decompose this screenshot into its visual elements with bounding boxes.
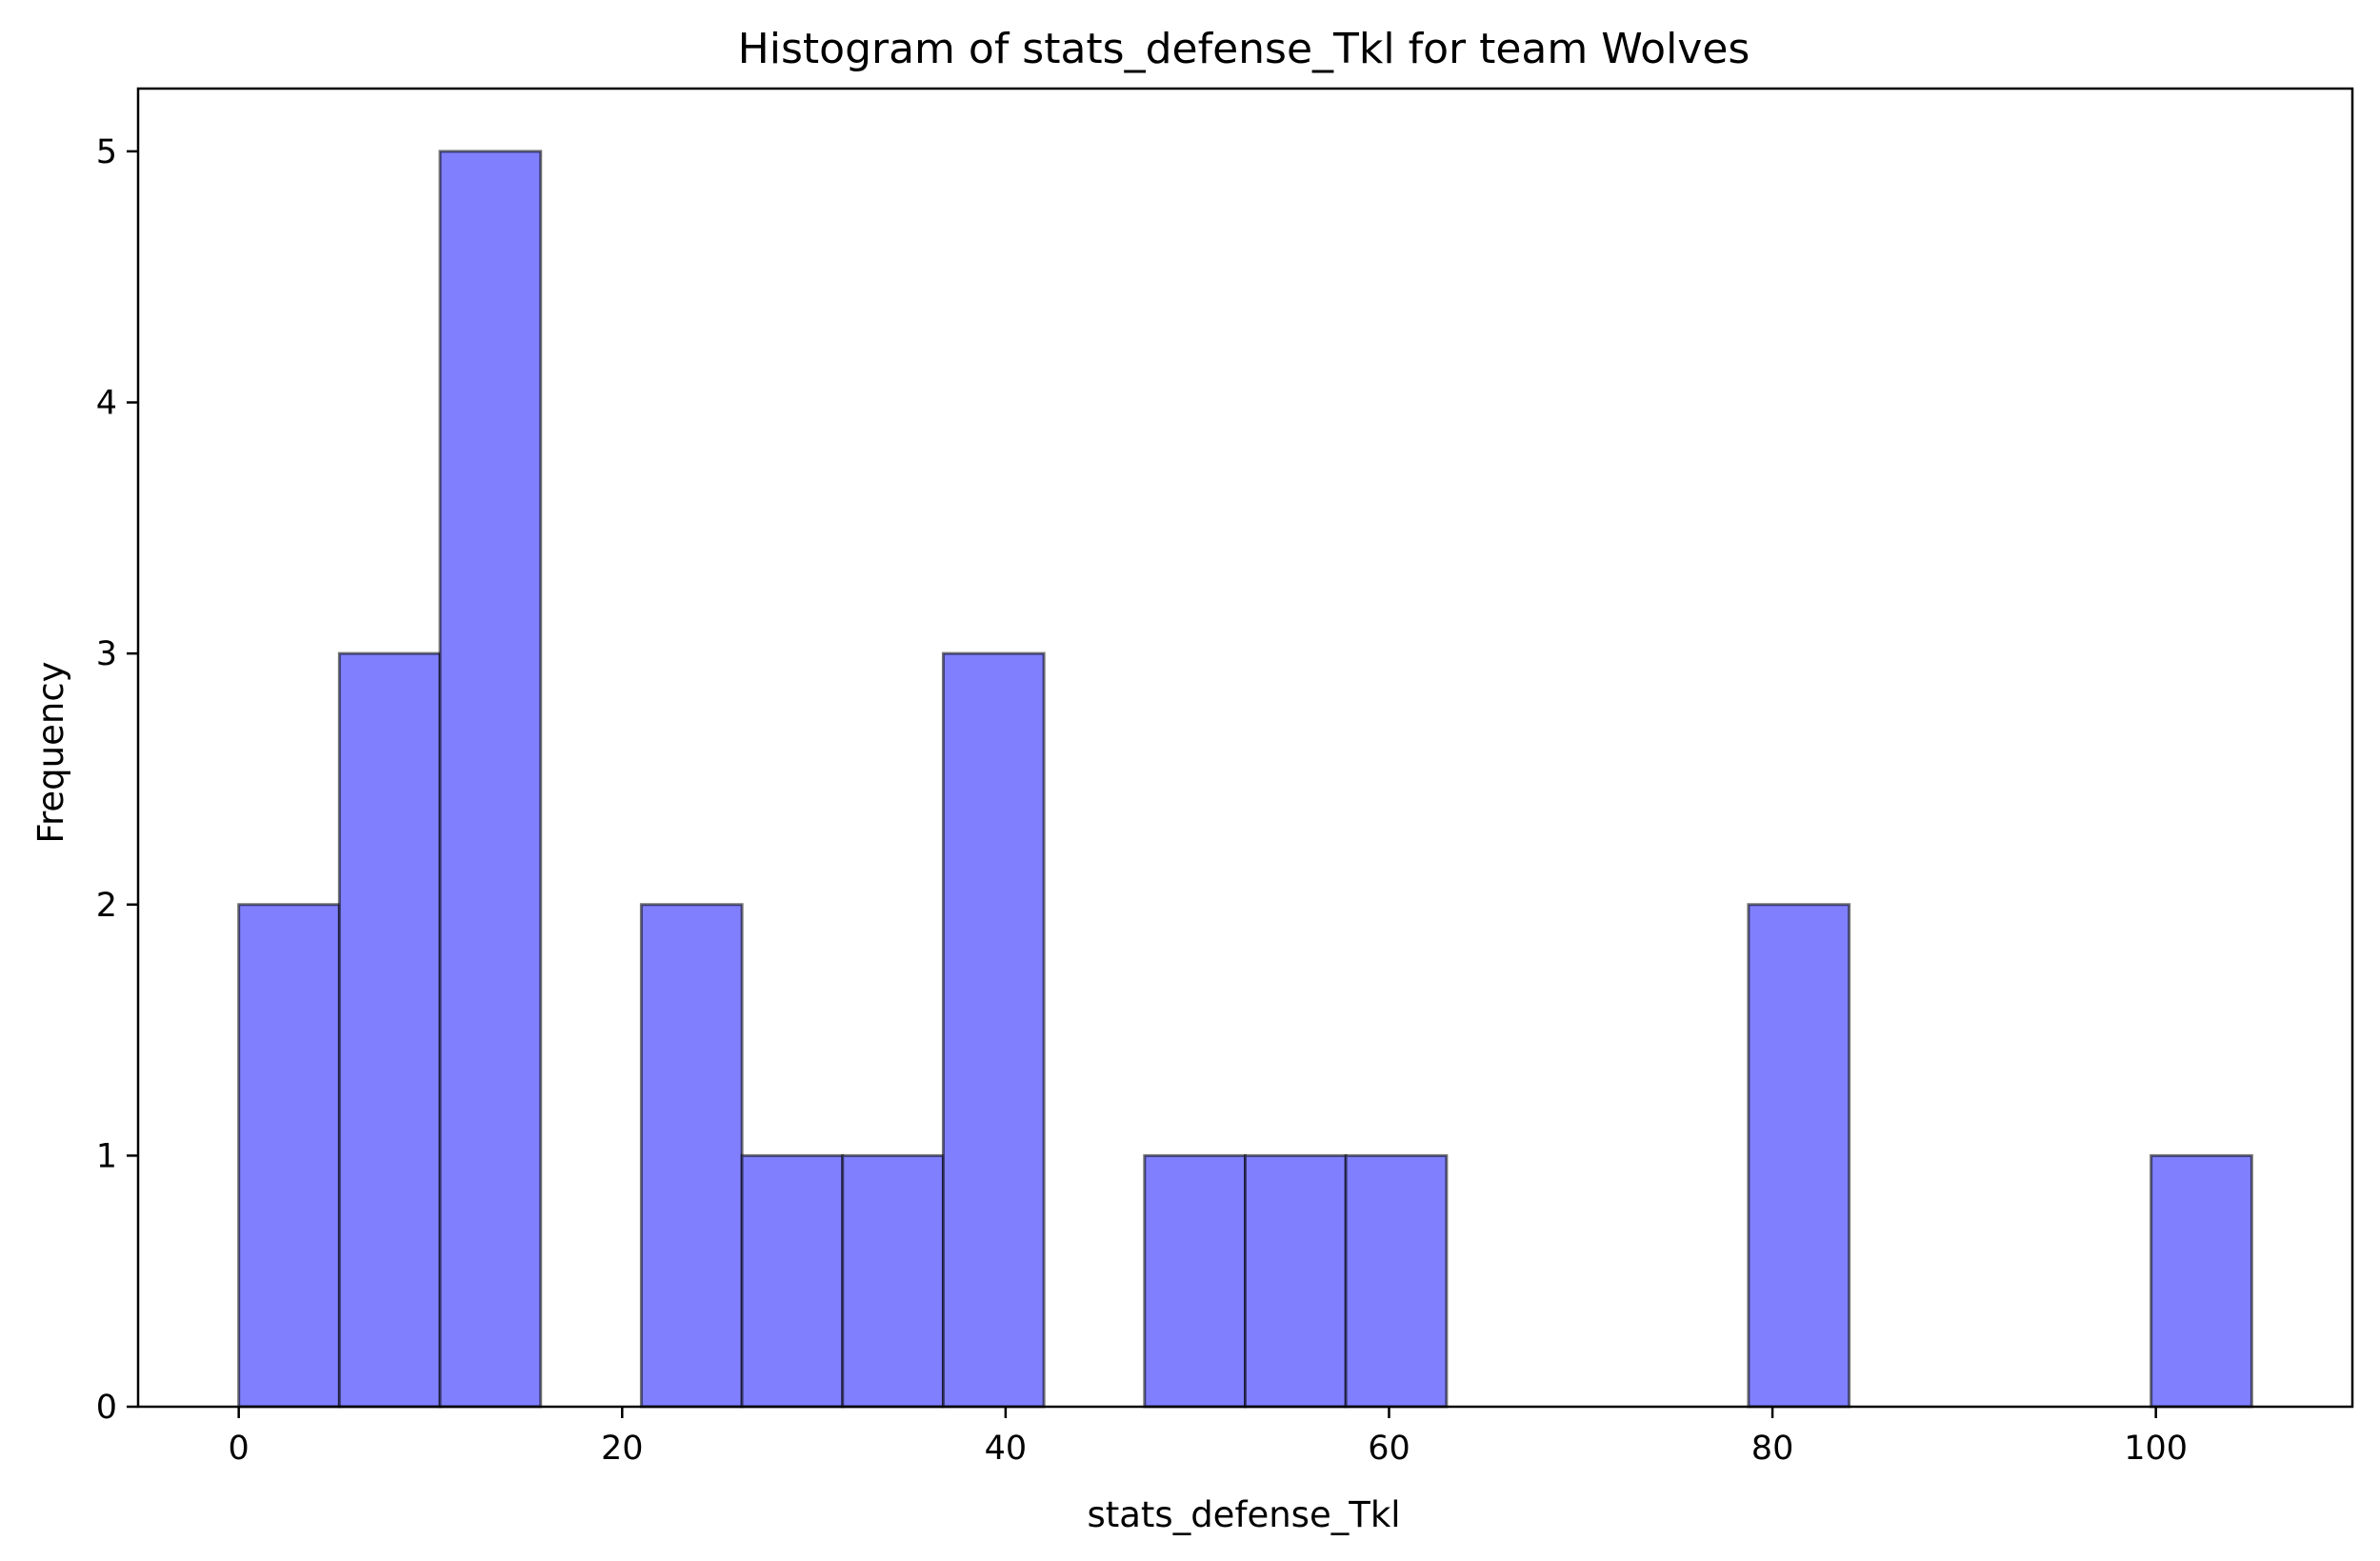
histogram-bar <box>1143 1153 1248 1409</box>
histogram-bar <box>237 903 341 1409</box>
histogram-bar <box>337 651 442 1409</box>
chart-title: Histogram of stats_defense_Tkl for team … <box>738 25 1750 73</box>
x-tick-label: 40 <box>985 1430 1028 1468</box>
histogram-bar <box>438 150 543 1409</box>
y-tick-label: 5 <box>96 133 117 171</box>
y-tick-label: 1 <box>96 1137 117 1175</box>
histogram-bar <box>740 1153 845 1409</box>
histogram-bar <box>941 651 1046 1409</box>
y-tick-label: 0 <box>96 1389 117 1427</box>
x-axis-label: stats_defense_Tkl <box>1087 1494 1400 1535</box>
x-tick-label: 100 <box>2124 1430 2188 1468</box>
plot-frame <box>136 87 2354 1409</box>
histogram-bar <box>841 1153 945 1409</box>
bars-group <box>237 150 2253 1409</box>
x-tick-label: 80 <box>1751 1430 1794 1468</box>
histogram-bar <box>1747 903 1851 1409</box>
histogram-bar <box>1244 1153 1348 1409</box>
x-tick-label: 0 <box>229 1430 250 1468</box>
x-tick-label: 20 <box>601 1430 644 1468</box>
y-ticks-group: 0 1 2 3 4 5 <box>96 133 138 1427</box>
y-tick-label: 4 <box>96 385 117 423</box>
y-tick-label: 3 <box>96 635 117 673</box>
y-tick-label: 2 <box>96 887 117 925</box>
histogram-bar <box>639 903 744 1409</box>
x-ticks-group: 0 20 40 60 80 100 <box>229 1407 2188 1468</box>
x-tick-label: 60 <box>1368 1430 1410 1468</box>
histogram-bar <box>1344 1153 1449 1409</box>
histogram-bar <box>2150 1153 2253 1409</box>
y-axis-label: Frequency <box>30 661 71 843</box>
